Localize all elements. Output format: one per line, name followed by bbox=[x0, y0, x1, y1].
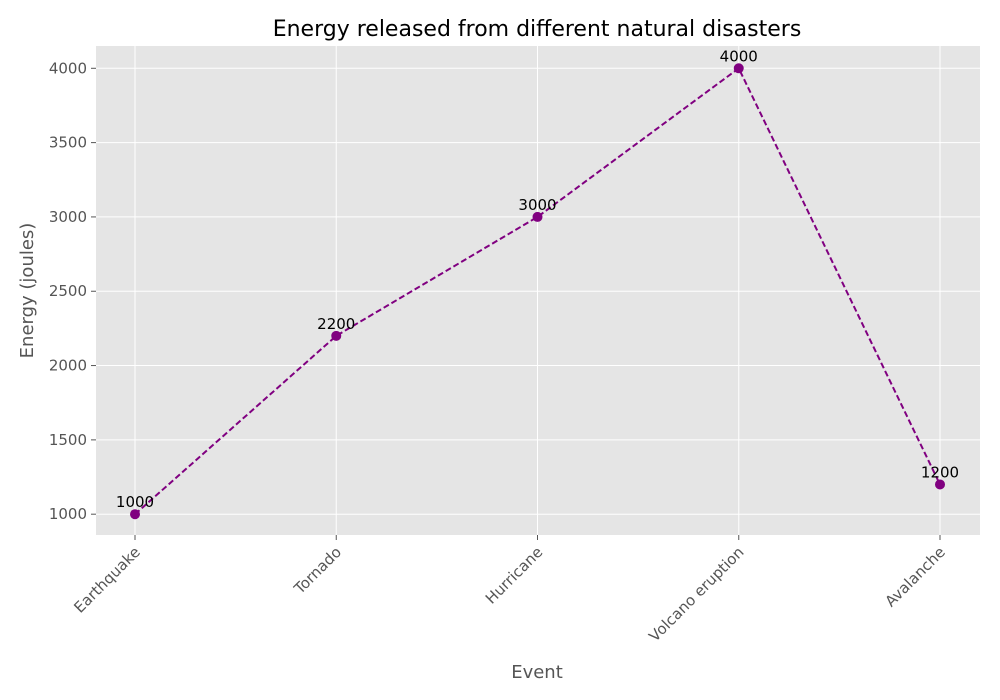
x-tick-label: Hurricane bbox=[482, 543, 546, 607]
data-label: 1200 bbox=[921, 463, 959, 481]
y-tick-label: 3500 bbox=[49, 134, 87, 152]
y-tick-label: 3000 bbox=[49, 208, 87, 226]
y-tick-label: 2000 bbox=[49, 357, 87, 375]
data-label: 1000 bbox=[116, 493, 154, 511]
x-tick-label: Volcano eruption bbox=[645, 543, 747, 645]
x-tick-label: Tornado bbox=[290, 543, 345, 598]
x-tick-label: Avalanche bbox=[881, 543, 948, 610]
data-point bbox=[532, 211, 543, 222]
data-point bbox=[331, 330, 342, 341]
grid bbox=[96, 46, 980, 535]
data-label: 4000 bbox=[720, 47, 758, 65]
x-axis-label: Event bbox=[511, 662, 563, 683]
y-tick-label: 1500 bbox=[49, 431, 87, 449]
x-tick-label: Earthquake bbox=[70, 543, 143, 616]
data-label: 3000 bbox=[518, 196, 556, 214]
y-tick-label: 4000 bbox=[49, 59, 87, 77]
y-tick-label: 1000 bbox=[49, 505, 87, 523]
data-point bbox=[733, 63, 744, 74]
data-point bbox=[130, 509, 140, 520]
data-point bbox=[935, 479, 945, 490]
data-label: 2200 bbox=[317, 315, 355, 333]
data-labels: 1000 2200 3000 4000 1200 bbox=[116, 47, 959, 511]
series-layer bbox=[130, 63, 945, 520]
y-tick-label: 2500 bbox=[49, 282, 87, 300]
chart-title: Energy released from different natural d… bbox=[273, 17, 802, 42]
y-axis-label: Energy (joules) bbox=[17, 223, 38, 359]
